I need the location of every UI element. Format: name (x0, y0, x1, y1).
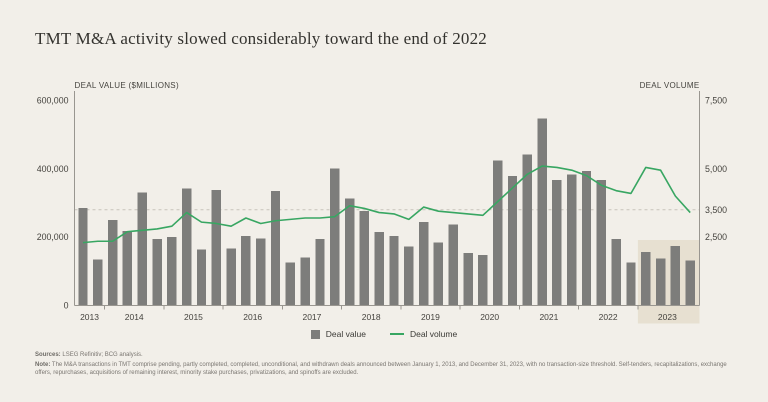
legend: Deal value Deal volume (0, 329, 768, 339)
bar-2023-q3 (670, 246, 681, 306)
bar-2015-q3 (196, 249, 207, 306)
chart-title: TMT M&A activity slowed considerably tow… (35, 29, 487, 48)
year-label-2023: 2023 (658, 312, 677, 322)
left-axis-tick-label: 200,000 (37, 232, 69, 242)
bar-2013-q2 (93, 259, 103, 306)
bar-2021-q2 (537, 118, 547, 306)
bar-2016-q3 (256, 238, 266, 306)
bar-2017-q1 (285, 262, 296, 306)
bar-2022-q2 (596, 180, 607, 306)
bar-2019-q3 (433, 242, 444, 306)
year-label-2019: 2019 (421, 312, 440, 322)
right-axis-tick-label: 5,000 (705, 164, 727, 174)
bar-2016-q1 (226, 248, 236, 306)
bar-2021-q1 (522, 154, 532, 306)
year-label-2022: 2022 (599, 312, 618, 322)
sources-line: Sources: LSEG Refinitiv; BCG analysis. (35, 351, 733, 359)
deal-volume-line (82, 165, 691, 244)
bar-2020-q3 (492, 160, 503, 306)
bar-2018-q1 (344, 198, 355, 306)
bar-2016-q2 (241, 236, 251, 306)
bar-2020-q4 (507, 175, 518, 306)
bar-2018-q3 (374, 232, 384, 306)
bar-2015-q1 (167, 236, 177, 306)
year-label-2015: 2015 (184, 312, 203, 322)
bar-2019-q1 (404, 246, 414, 306)
year-label-2016: 2016 (243, 312, 262, 322)
right-axis-caption: DEAL VOLUME (640, 81, 700, 90)
year-label-2017: 2017 (302, 312, 321, 322)
bar-2022-q3 (611, 239, 621, 306)
sources-text: LSEG Refinitiv; BCG analysis. (60, 352, 143, 358)
right-axis-tick-label: 7,500 (705, 95, 727, 105)
deal-value-swatch-icon (310, 329, 320, 339)
year-label-2013: 2013 (80, 312, 99, 322)
bar-2023-q4 (685, 260, 695, 306)
sources-label: Sources: (35, 352, 61, 358)
deal-volume-line-icon (389, 332, 404, 336)
bar-2021-q3 (552, 180, 562, 306)
bar-2022-q4 (626, 262, 636, 306)
bar-2020-q1 (463, 253, 473, 306)
left-axis-tick-label: 0 (64, 301, 69, 311)
bar-2017-q3 (315, 238, 325, 306)
year-label-2020: 2020 (480, 312, 499, 322)
legend-item-deal-value: Deal value (310, 329, 366, 339)
bar-2020-q2 (478, 254, 488, 306)
left-axis-caption: DEAL VALUE ($MILLIONS) (75, 81, 179, 90)
bar-2013-q1 (78, 207, 88, 306)
year-label-2014: 2014 (125, 312, 144, 322)
left-axis-tick-label: 600,000 (37, 95, 69, 105)
footer: Sources: LSEG Refinitiv; BCG analysis. N… (35, 351, 733, 377)
legend-item-deal-volume: Deal volume (389, 329, 458, 339)
bar-2018-q2 (359, 210, 370, 306)
bar-2014-q3 (137, 192, 147, 306)
legend-label-deal-volume: Deal volume (409, 329, 458, 339)
bar-2014-q1 (107, 220, 118, 306)
bar-2016-q4 (270, 191, 281, 306)
bar-2023-q1 (641, 251, 651, 306)
bar-2023-q2 (655, 258, 666, 306)
bar-2018-q4 (389, 235, 399, 306)
note-label: Note: (35, 362, 51, 369)
bar-2017-q2 (300, 257, 310, 306)
year-label-2021: 2021 (539, 312, 558, 322)
year-label-2018: 2018 (362, 312, 381, 322)
right-axis-tick-label: 2,500 (705, 232, 727, 242)
bar-2017-q4 (330, 168, 340, 306)
bar-2014-q4 (152, 239, 162, 306)
bar-2014-q2 (122, 230, 133, 306)
right-axis-tick-label: 3,500 (705, 205, 727, 215)
bar-2022-q1 (581, 171, 592, 306)
bar-2015-q4 (211, 189, 221, 306)
bar-2019-q2 (418, 221, 429, 306)
note-text: The M&A transactions in TMT comprise pen… (35, 362, 727, 377)
legend-label-deal-value: Deal value (325, 329, 366, 339)
bar-2021-q4 (567, 174, 577, 306)
note-line: Note: The M&A transactions in TMT compri… (35, 361, 733, 377)
bar-2019-q4 (448, 224, 458, 306)
bar-2015-q2 (181, 188, 192, 306)
left-axis-tick-label: 400,000 (37, 164, 69, 174)
